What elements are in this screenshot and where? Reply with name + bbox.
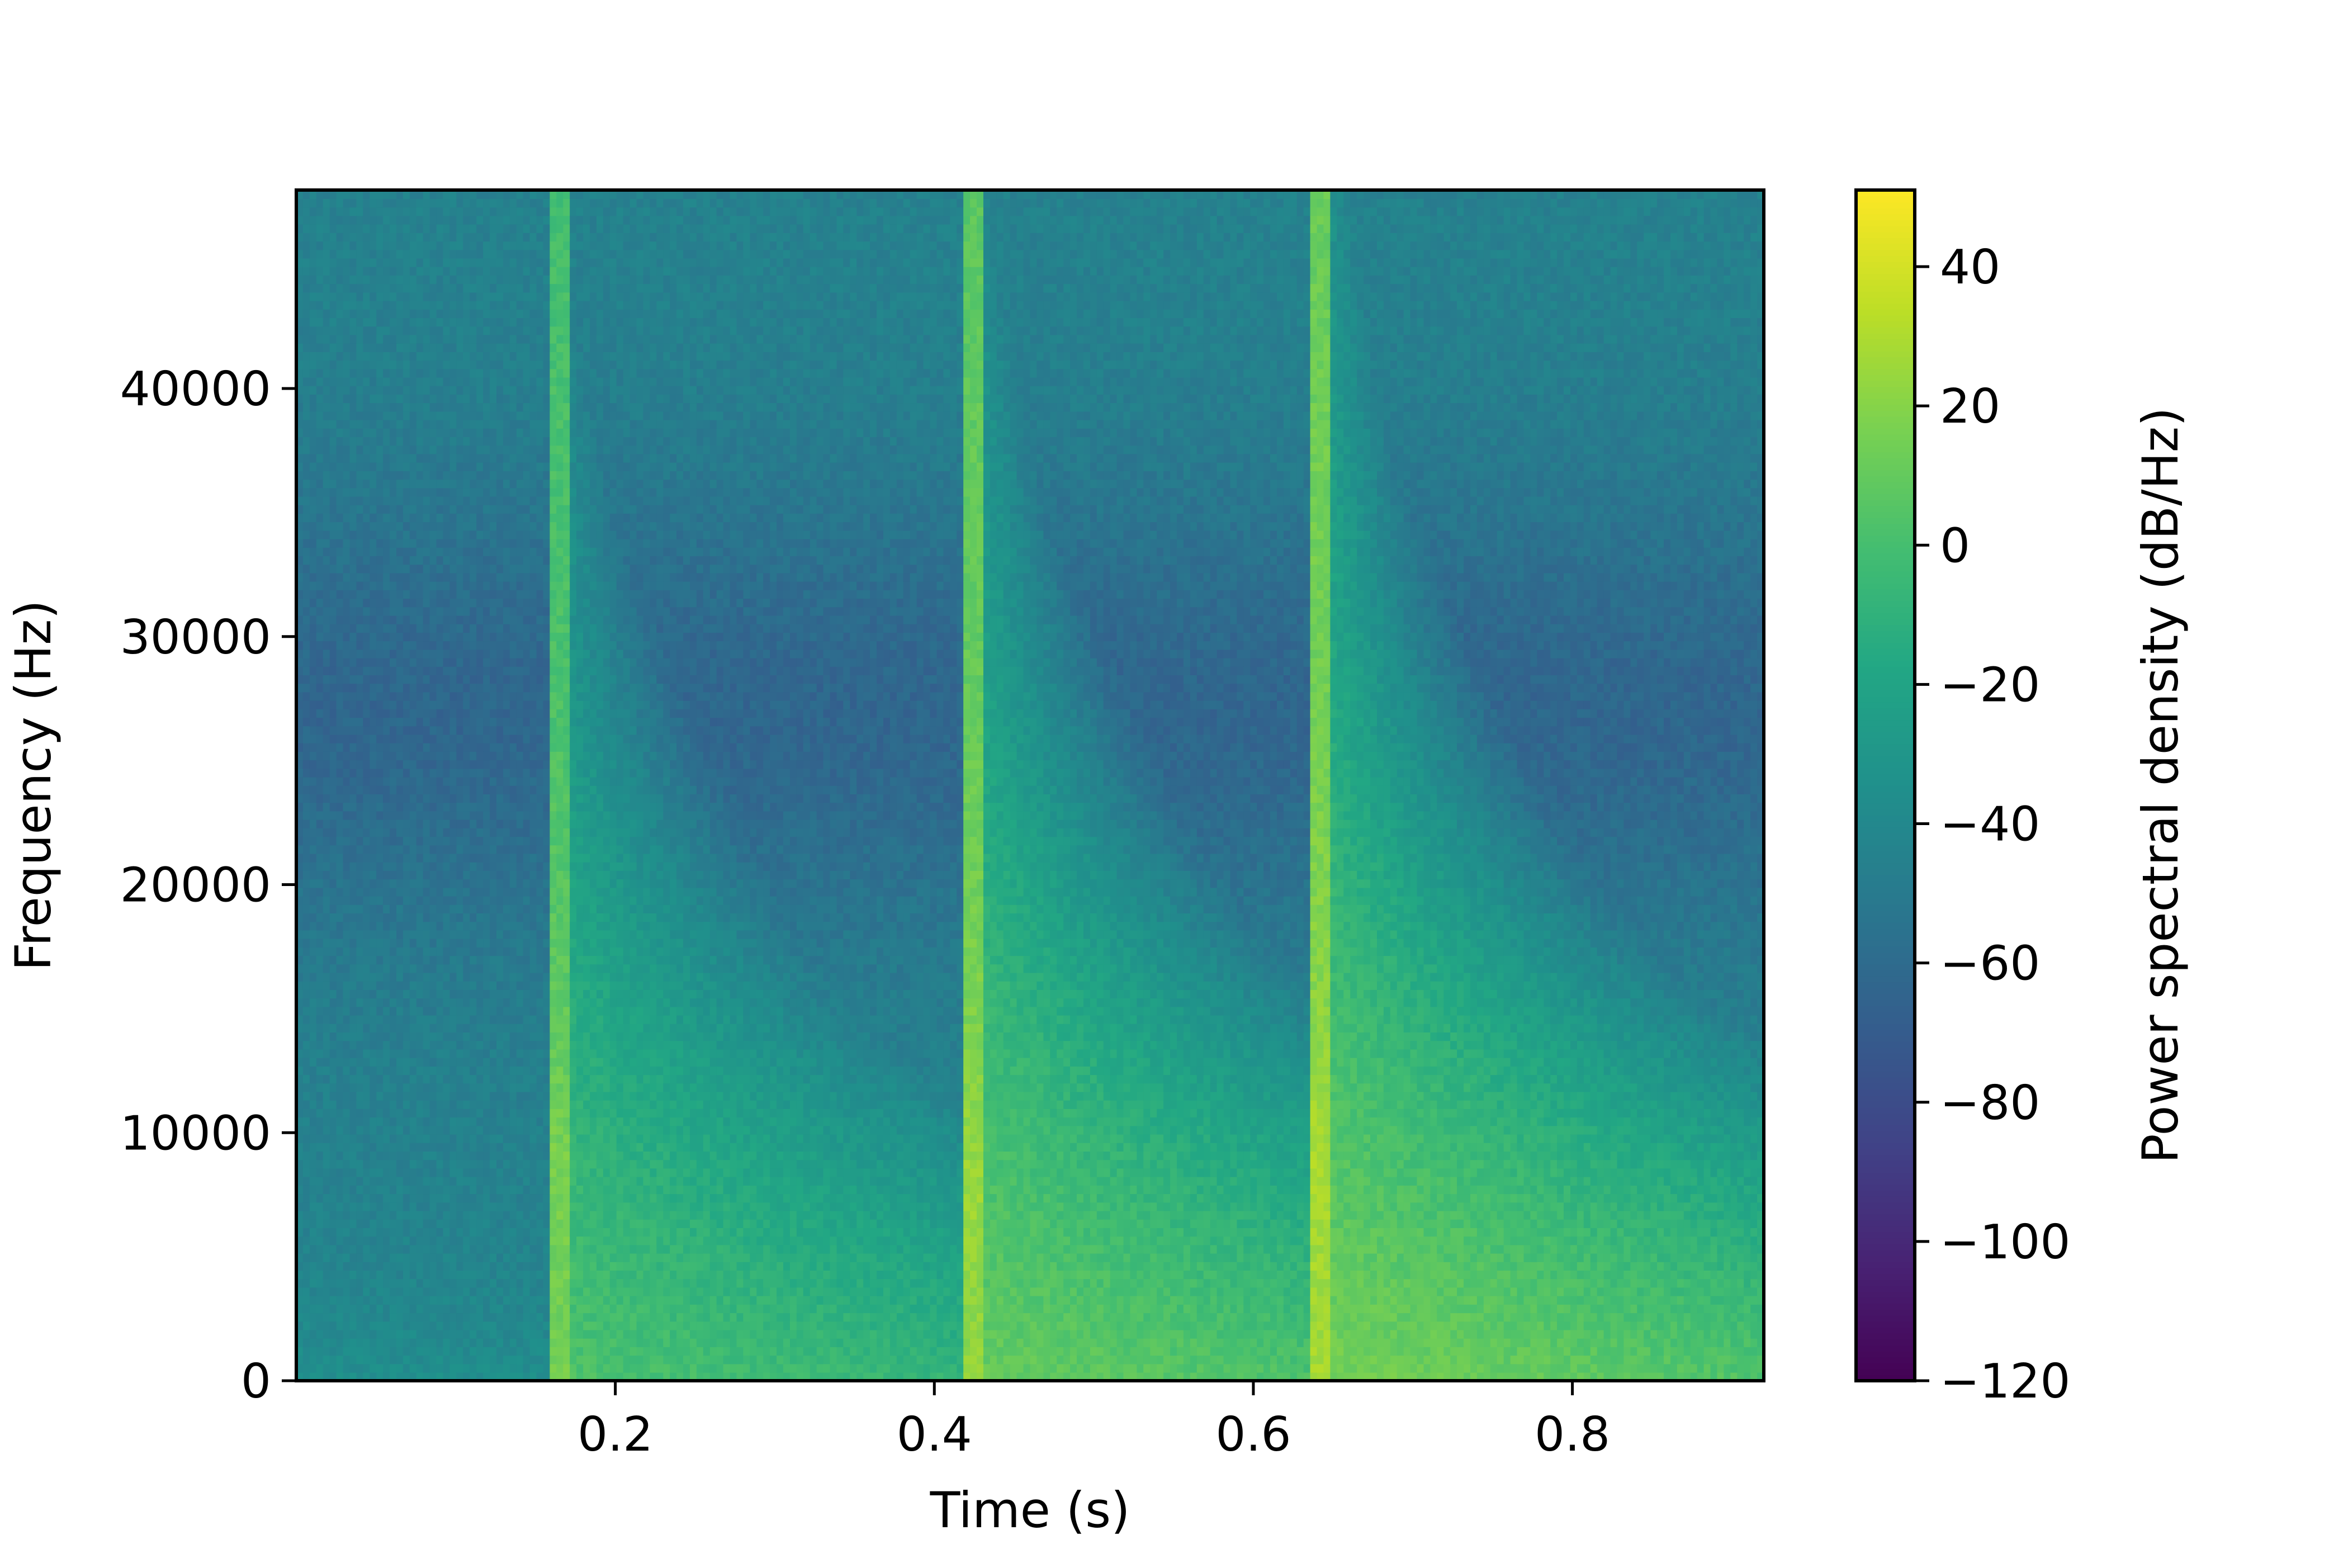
colorbar-tick-label: 0	[1940, 518, 1970, 574]
colorbar-tick-label: −80	[1940, 1076, 2040, 1131]
colorbar-tick-label: 20	[1940, 379, 2000, 434]
y-tick-label: 10000	[120, 1106, 271, 1161]
x-tick-label: 0.6	[1215, 1407, 1291, 1462]
y-axis-label: Frequency (Hz)	[4, 600, 62, 971]
x-axis-label: Time (s)	[930, 1481, 1130, 1539]
y-tick-label: 20000	[120, 858, 271, 913]
colorbar-tick-label: −100	[1940, 1215, 2070, 1270]
x-tick-label: 0.8	[1535, 1407, 1610, 1462]
x-tick-label: 0.4	[897, 1407, 972, 1462]
colorbar-tick-label: −20	[1940, 657, 2040, 713]
colorbar-tick-label: −120	[1940, 1354, 2070, 1409]
y-tick-label: 40000	[120, 362, 271, 417]
x-axis: 0.2 0.4 0.6 0.8	[577, 1381, 1610, 1462]
spectrogram-heatmap	[296, 190, 1764, 1381]
colorbar-tick-label: −40	[1940, 797, 2040, 852]
y-tick-label: 30000	[120, 610, 271, 665]
colorbar	[1856, 190, 1915, 1381]
y-axis: 0 10000 20000 30000 40000	[120, 362, 296, 1409]
colorbar-tick-label: 40	[1940, 240, 2000, 295]
y-tick-label: 0	[241, 1354, 271, 1409]
colorbar-axis: 40 20 0 −20 −40 −60 −80 −100 −120	[1915, 240, 2070, 1409]
colorbar-tick-label: −60	[1940, 936, 2040, 992]
x-tick-label: 0.2	[577, 1407, 653, 1462]
colorbar-label: Power spectral density (dB/Hz)	[2132, 408, 2189, 1164]
